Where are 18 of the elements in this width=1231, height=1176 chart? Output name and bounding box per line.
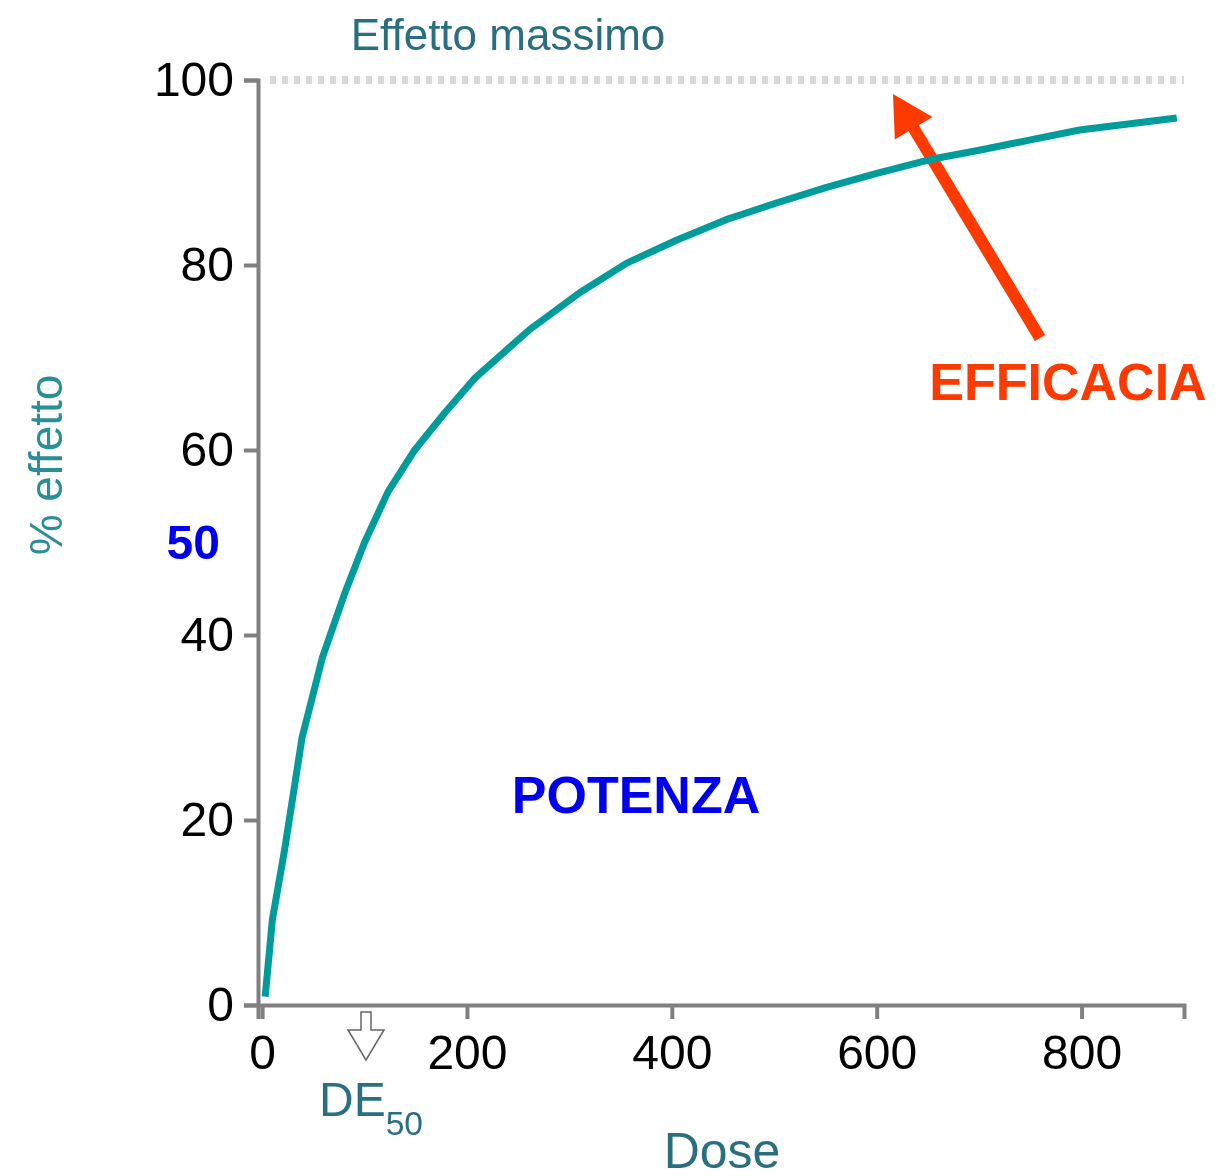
x-tick-label: 400 bbox=[632, 1026, 713, 1080]
y-tick-label: 0 bbox=[207, 977, 234, 1031]
y-tick-label: 40 bbox=[180, 607, 234, 661]
ref-line-label: Effetto massimo bbox=[350, 10, 666, 59]
y-tick-label: 100 bbox=[153, 52, 234, 106]
text: 50 bbox=[166, 516, 220, 569]
text: DE$_{50}$ bbox=[318, 1073, 424, 1142]
x-tick-label: 600 bbox=[837, 1026, 918, 1080]
x-tick-label: 800 bbox=[1042, 1026, 1123, 1080]
y-tick-label: 60 bbox=[180, 422, 234, 476]
y-tick-label: 80 bbox=[180, 237, 234, 291]
y-tick-label: 20 bbox=[180, 792, 234, 846]
annotation: EFFICACIA bbox=[929, 353, 1207, 411]
x-tick-label: 0 bbox=[249, 1026, 276, 1080]
x-axis-title: Dose bbox=[663, 1123, 781, 1176]
annotation: POTENZA bbox=[511, 766, 761, 824]
x-tick-label: 200 bbox=[427, 1026, 508, 1080]
y-axis-title: % effetto bbox=[20, 374, 72, 556]
